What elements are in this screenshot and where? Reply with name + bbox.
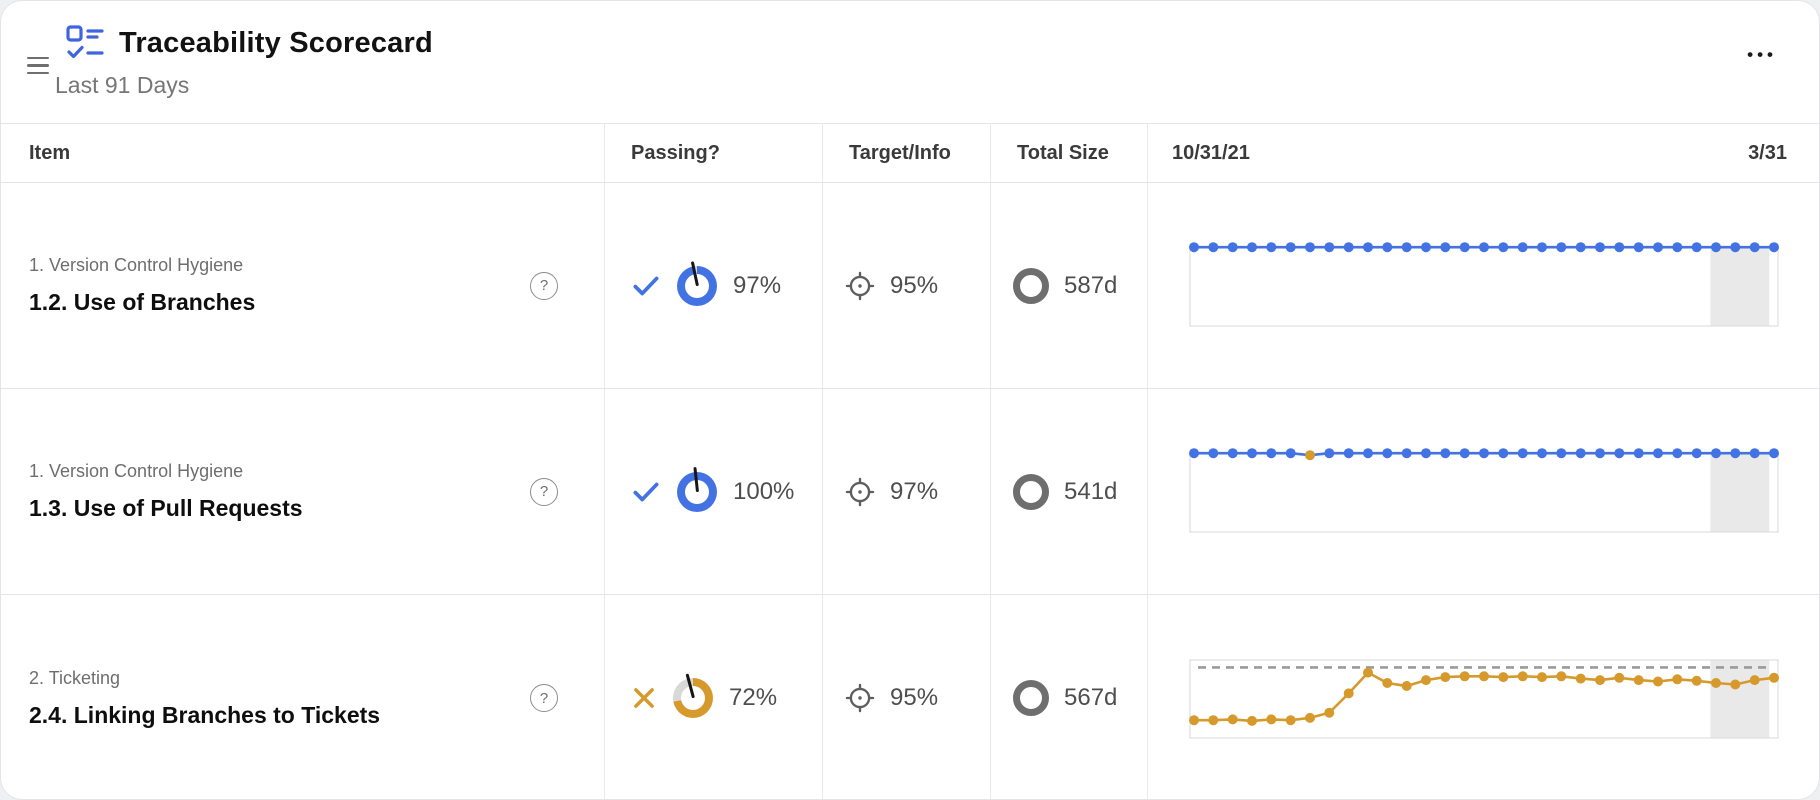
trend-chart [1189,659,1779,739]
score-value: 97% [733,271,782,299]
date-end-label: 3/31 [1748,141,1787,164]
header: Traceability Scorecard Last 91 Days ••• [1,1,1819,123]
page-title: Traceability Scorecard [119,26,433,59]
score-gauge [673,673,713,718]
trend-chart [1189,241,1779,327]
date-start-label: 10/31/21 [1172,141,1250,164]
score-value: 100% [733,477,795,505]
row-title: 1.2. Use of Branches [29,289,256,315]
table-row[interactable]: 1. Version Control Hygiene 1.2. Use of B… [1,183,1819,389]
scorecard-icon [65,23,105,63]
check-icon [631,477,661,507]
score-gauge [677,466,717,512]
total-size-ring-icon [1013,680,1049,716]
target-icon [845,271,875,301]
row-category: 2. Ticketing [29,667,121,688]
help-icon[interactable]: ? [530,684,558,712]
check-icon [631,271,661,301]
total-size-ring-icon [1013,267,1049,304]
col-passing: Passing? [604,124,822,182]
target-icon [845,477,875,507]
x-icon [631,685,657,711]
row-title: 1.3. Use of Pull Requests [29,495,303,521]
score-value: 72% [729,684,778,711]
score-gauge [677,260,717,306]
total-size-value: 567d [1064,684,1118,711]
target-icon [845,683,875,713]
row-title: 2.4. Linking Branches to Tickets [29,701,381,728]
col-date-range: 10/31/21 3/31 [1147,124,1819,182]
more-options-button[interactable]: ••• [1747,45,1777,64]
table-row[interactable]: 2. Ticketing 2.4. Linking Branches to Ti… [1,595,1819,799]
table-header: Item Passing? Target/Info Total Size 10/… [1,123,1819,183]
col-total-size: Total Size [990,124,1147,182]
help-icon[interactable]: ? [530,477,558,506]
row-category: 1. Version Control Hygiene [29,255,244,275]
total-size-value: 541d [1064,477,1118,505]
total-size-value: 587d [1064,271,1118,299]
row-category: 1. Version Control Hygiene [29,461,244,481]
target-value: 95% [890,684,939,711]
table-row[interactable]: 1. Version Control Hygiene 1.3. Use of P… [1,389,1819,595]
col-target-info: Target/Info [822,124,990,182]
target-value: 95% [890,271,939,299]
date-range-label: Last 91 Days [55,72,190,98]
trend-chart [1189,447,1779,533]
target-value: 97% [890,477,939,505]
col-item: Item [29,141,71,164]
help-icon[interactable]: ? [530,271,558,300]
total-size-ring-icon [1013,473,1049,510]
menu-icon[interactable] [27,57,49,75]
